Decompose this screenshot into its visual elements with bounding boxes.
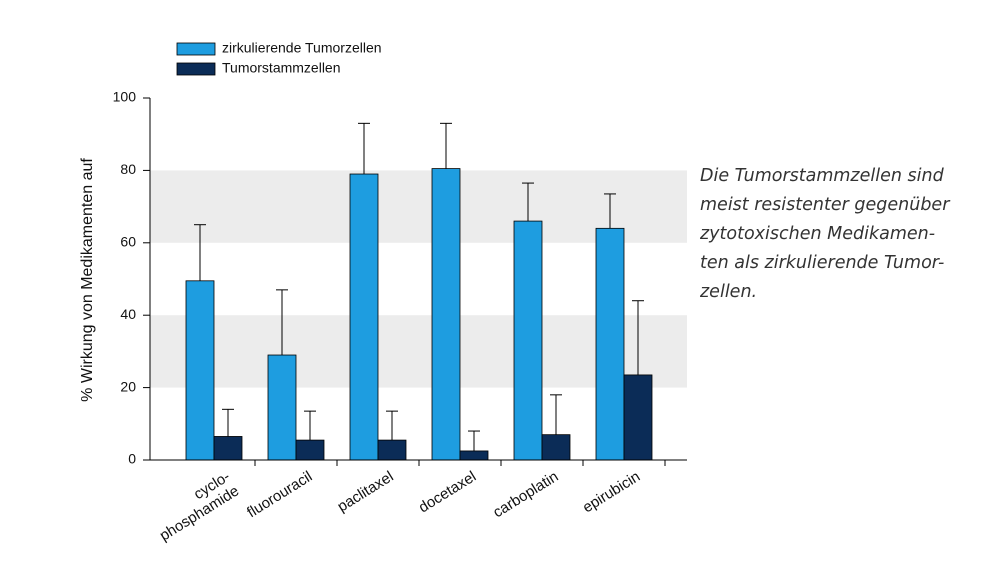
legend-label: zirkulierende Tumorzellen bbox=[222, 40, 382, 56]
legend-label: Tumorstammzellen bbox=[222, 60, 341, 76]
y-axis-label: % Wirkung von Medikamenten auf bbox=[79, 158, 96, 402]
bar bbox=[295, 439, 325, 461]
bar bbox=[377, 439, 407, 461]
y-tick-label: 100 bbox=[113, 89, 137, 105]
bar bbox=[595, 227, 625, 461]
bar bbox=[267, 354, 297, 461]
legend-swatch bbox=[176, 62, 216, 76]
bar bbox=[459, 450, 489, 461]
y-tick-label: 40 bbox=[120, 306, 136, 322]
annotation: Die Tumorstammzellen sind meist resisten… bbox=[700, 166, 950, 302]
bar bbox=[431, 168, 461, 461]
bar bbox=[213, 436, 243, 461]
bar bbox=[513, 220, 543, 461]
bar bbox=[185, 280, 215, 461]
y-tick-label: 60 bbox=[120, 234, 136, 250]
legend-swatch bbox=[176, 42, 216, 56]
y-tick-label: 80 bbox=[120, 161, 136, 177]
y-tick-label: 0 bbox=[128, 451, 136, 467]
y-tick-label: 20 bbox=[120, 378, 136, 394]
bar bbox=[623, 374, 653, 461]
bar bbox=[349, 173, 379, 461]
bar bbox=[541, 434, 571, 461]
